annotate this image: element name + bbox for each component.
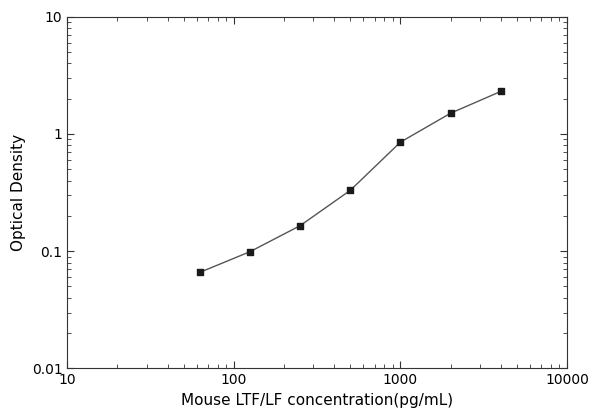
Point <box>245 248 255 255</box>
Point <box>395 139 405 145</box>
Point <box>195 269 205 276</box>
Point <box>446 110 455 116</box>
Point <box>496 88 505 95</box>
Point <box>346 187 355 194</box>
X-axis label: Mouse LTF/LF concentration(pg/mL): Mouse LTF/LF concentration(pg/mL) <box>181 393 453 408</box>
Y-axis label: Optical Density: Optical Density <box>11 134 26 251</box>
Point <box>295 222 305 229</box>
